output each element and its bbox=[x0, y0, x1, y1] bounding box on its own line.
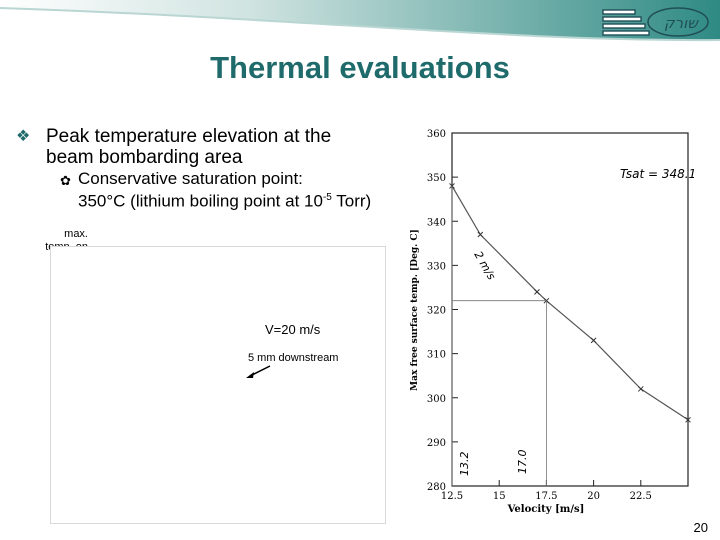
downstream-label: 5 mm downstream bbox=[248, 352, 339, 364]
sub-bullet-line-1: Conservative saturation point: bbox=[78, 169, 303, 188]
y-tick-label: 340 bbox=[427, 217, 446, 228]
velocity-annotation-2: 17.0 bbox=[516, 450, 529, 475]
x-tick-label: 20 bbox=[587, 491, 600, 502]
data-point bbox=[590, 337, 597, 344]
page-title: Thermal evaluations bbox=[210, 50, 510, 85]
bullet-peak-temperature: ❖ Peak temperature elevation at the beam… bbox=[16, 126, 398, 168]
downstream-arrow-icon bbox=[246, 365, 271, 378]
x-tick-label: 15 bbox=[493, 491, 506, 502]
sub-bullet-line-2: 350°C (lithium boiling point at 10-5 Tor… bbox=[78, 191, 372, 211]
sub-bullet-icon: ✿ bbox=[60, 173, 71, 188]
data-point bbox=[477, 231, 484, 238]
sub-bullet-saturation: ✿ Conservative saturation point: 350°C (… bbox=[60, 169, 405, 211]
y-tick-label: 360 bbox=[427, 129, 446, 140]
x-tick-label: 22.5 bbox=[630, 491, 652, 502]
bullet-check-icon: ❖ bbox=[16, 128, 31, 145]
data-point bbox=[637, 386, 644, 392]
x-axis-label: Velocity [m/s] bbox=[507, 504, 585, 515]
velocity-annotation-1: 13.2 bbox=[458, 452, 471, 477]
y-tick-label: 320 bbox=[427, 306, 446, 317]
data-point bbox=[534, 288, 540, 295]
data-point bbox=[543, 297, 550, 304]
velocity-label: V=20 m/s bbox=[265, 322, 321, 337]
y-tick-label: 300 bbox=[427, 394, 446, 405]
data-point bbox=[685, 416, 691, 423]
y-tick-label: 280 bbox=[427, 482, 446, 493]
bullet-line-1: Peak temperature elevation at the bbox=[46, 126, 332, 147]
y-axis-label: Max free surface temp. [Deg. C] bbox=[410, 229, 420, 391]
x-tick-label: 17.5 bbox=[535, 491, 557, 502]
simulation-image-area bbox=[50, 246, 386, 524]
tsat-annotation: Tsat = 348.13° bbox=[620, 167, 694, 181]
logo: שורק bbox=[600, 2, 715, 46]
bullet-line-2: beam bombarding area bbox=[46, 147, 243, 168]
y-tick-label: 350 bbox=[427, 173, 446, 184]
logo-text: שורק bbox=[664, 14, 699, 32]
y-tick-label: 330 bbox=[427, 261, 446, 272]
temperature-velocity-chart: 280 290 300 310 320 330 340 350 360 12.5 15 17.5 20 2… bbox=[402, 126, 694, 523]
x-tick-label: 12.5 bbox=[441, 491, 463, 502]
y-tick-label: 290 bbox=[427, 438, 446, 449]
y-tick-label: 310 bbox=[427, 350, 446, 361]
header-band bbox=[0, 0, 720, 42]
data-point bbox=[449, 183, 455, 189]
page-number: 20 bbox=[693, 520, 708, 535]
